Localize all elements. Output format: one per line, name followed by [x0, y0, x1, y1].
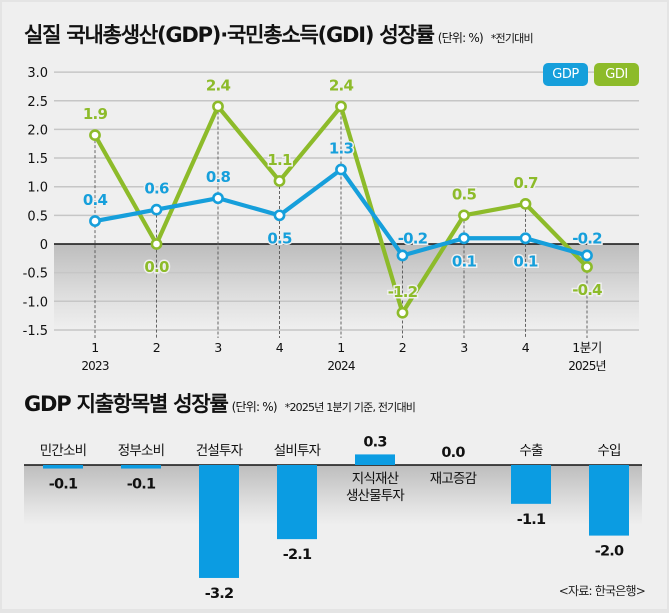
legend-gdp: GDP [543, 63, 588, 86]
bar-category-label: 민간소비 [40, 443, 86, 459]
data-label-gdi: -1.2 [388, 283, 418, 301]
data-label-gdp: 0.1 [452, 252, 477, 270]
bar-value-label: -1.1 [517, 512, 546, 528]
x-tick-label: 1 [337, 340, 344, 355]
y-tick-label: -1.5 [23, 324, 48, 339]
data-label-gdp: 0.6 [144, 180, 169, 198]
bar-category-label: 수입 [597, 443, 620, 459]
bar [277, 465, 317, 540]
bar [43, 465, 83, 469]
bar [511, 465, 551, 504]
line-chart: 3.0 2.5 2.0 1.5 1.0 0.5 0 -0.5 -1.0 -1.5 1 2 3 4 1 2 3 4… [23, 66, 639, 373]
bar-value-label: -0.1 [127, 477, 156, 493]
data-label-gdp: -0.2 [398, 229, 428, 247]
source-note: <자료: 한국은행> [558, 584, 646, 598]
bar-category-label: 정부소비 [118, 443, 164, 459]
data-point-gdp [396, 249, 409, 262]
line-chart-note: *전기대비 [490, 32, 534, 45]
data-point-gdp [458, 232, 470, 245]
bar [355, 454, 395, 465]
data-point-gdp [212, 192, 224, 205]
legend-gdi: GDI [594, 63, 639, 86]
x-tick-label: 4 [522, 340, 530, 355]
data-label-gdi: 0.5 [452, 185, 477, 203]
x-year-label: 2025년 [568, 359, 606, 373]
y-tick-label: 1.0 [27, 181, 48, 196]
data-label-gdp: 0.8 [206, 168, 231, 186]
x-year-label: 2024 [327, 359, 355, 373]
bar-category-label: 생산물투자 [346, 488, 405, 504]
line-chart-title-main: 실질 국내총생산(GDP)·국민총소득(GDI) 성장률 [24, 23, 435, 47]
bar-category-label: 설비투자 [274, 443, 322, 459]
data-label-gdi: 2.4 [206, 76, 231, 94]
bar-value-label: 0.3 [363, 434, 386, 450]
bar-category-label: 수출 [519, 443, 543, 459]
data-label-gdi: -0.4 [572, 281, 602, 299]
bar-chart-unit: (단위: %) [231, 400, 278, 414]
bar-chart-note: *2025년 1분기 기준, 전기대비 [284, 401, 416, 414]
negative-area-shade [54, 244, 639, 330]
bar-category-label: 건설투자 [196, 443, 244, 459]
bar [121, 465, 161, 469]
y-tick-label: 2.5 [27, 95, 48, 110]
y-tick-label: -1.0 [23, 295, 48, 310]
data-point-gdp [150, 203, 163, 216]
y-tick-label: 2.0 [27, 123, 48, 138]
x-year-label: 2023 [81, 359, 109, 373]
bar-category-label: 재고증감 [430, 471, 477, 487]
bar-chart: 민간소비 -0.1 정부소비 -0.1 건설투자 -3.2 설비투자 -2.1 0.3 지식재산생… [24, 434, 642, 602]
data-point-gdp [581, 249, 593, 262]
x-tick-label: 3 [460, 340, 467, 355]
bar-chart-title: GDP 지출항목별 성장률 (단위: %) *2025년 1분기 기준, 전기대비 [24, 388, 416, 418]
y-tick-label: 0.5 [27, 209, 48, 224]
data-point-gdi [150, 238, 163, 250]
y-tick-label: 0 [40, 238, 48, 253]
y-tick-label: -0.5 [23, 267, 48, 282]
x-tick-label: 3 [214, 340, 221, 355]
x-tick-label: 2 [399, 340, 406, 355]
data-point-gdi [335, 100, 347, 113]
bar [199, 465, 239, 578]
bar-value-label: -0.1 [49, 477, 78, 493]
data-label-gdp: 0.1 [513, 252, 538, 270]
data-point-gdi [581, 261, 593, 273]
data-point-gdp [89, 215, 101, 227]
data-label-gdp: -0.2 [572, 229, 602, 247]
bar [589, 465, 629, 536]
y-tick-label: 1.5 [27, 152, 48, 167]
data-label-gdi: 1.1 [267, 151, 292, 169]
x-tick-label: 1분기 [572, 340, 601, 355]
data-point-gdi [396, 306, 409, 319]
bar-value-label: -2.0 [595, 544, 624, 560]
data-point-gdi [519, 197, 532, 210]
data-point-gdp [519, 232, 532, 245]
data-label-gdp: 1.3 [329, 140, 354, 158]
line-chart-title: 실질 국내총생산(GDP)·국민총소득(GDI) 성장률 (단위: %) *전기대비 [24, 19, 534, 49]
bar-category-label: 지식재산 [352, 471, 399, 487]
data-label-gdi: 0.7 [513, 174, 538, 192]
bar-value-label: 0.0 [441, 445, 465, 461]
x-tick-label: 4 [276, 340, 284, 355]
data-point-gdp [273, 209, 286, 222]
data-point-gdi [458, 209, 470, 222]
x-tick-label: 2 [153, 340, 160, 355]
data-point-gdp [335, 163, 347, 176]
data-point-gdi [212, 100, 224, 113]
data-label-gdi: 2.4 [329, 76, 354, 94]
y-tick-label: 3.0 [27, 66, 48, 81]
data-label-gdi: 0.0 [144, 258, 169, 276]
x-tick-label: 1 [91, 340, 98, 355]
bar-value-label: -2.1 [283, 547, 312, 563]
bar-value-label: -3.2 [205, 586, 234, 602]
data-label-gdp: 0.5 [267, 229, 292, 247]
data-point-gdi [89, 129, 101, 142]
line-chart-unit: (단위: %) [437, 31, 484, 45]
data-point-gdi [273, 175, 286, 187]
data-label-gdp: 0.4 [83, 191, 108, 209]
bar-chart-title-main: GDP 지출항목별 성장률 [24, 392, 229, 416]
data-label-gdi: 1.9 [83, 105, 108, 123]
